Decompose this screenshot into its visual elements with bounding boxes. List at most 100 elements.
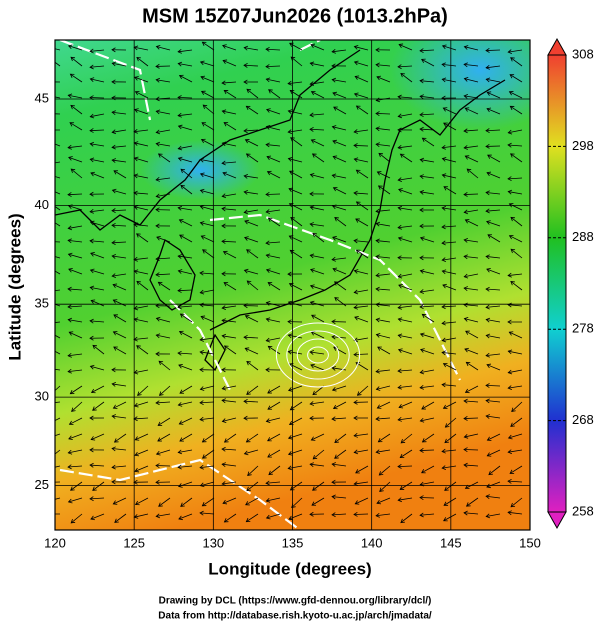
arrowhead: [419, 207, 424, 213]
streamline: [111, 209, 127, 212]
streamline: [312, 233, 325, 243]
arrowhead: [334, 217, 339, 222]
streamline: [244, 237, 259, 243]
arrowhead: [375, 62, 380, 68]
arrowhead: [421, 438, 427, 443]
arrowhead: [89, 268, 95, 274]
streamline: [419, 497, 435, 499]
streamline: [510, 153, 523, 163]
y-tick-label: 45: [35, 90, 49, 105]
streamline: [113, 299, 127, 307]
arrowhead: [155, 479, 160, 485]
streamline: [156, 513, 171, 517]
arrowhead: [375, 47, 380, 53]
arrowhead: [377, 438, 383, 443]
streamline: [267, 385, 281, 394]
arrowhead: [309, 81, 315, 87]
arrowhead: [47, 140, 51, 144]
streamline: [267, 433, 281, 442]
colorbar-scale: [547, 54, 567, 513]
arrowhead: [177, 350, 182, 356]
streamline: [90, 252, 105, 259]
streamline: [288, 433, 303, 439]
arrowhead: [399, 453, 405, 459]
arrowhead: [419, 48, 424, 54]
streamline: [266, 513, 281, 519]
streamline: [112, 415, 127, 419]
streamline: [422, 314, 435, 323]
streamline: [178, 113, 193, 117]
streamline: [266, 497, 281, 502]
arrowhead: [332, 155, 338, 160]
arrowhead: [199, 386, 205, 391]
streamline: [398, 113, 413, 117]
streamline: [486, 209, 501, 212]
streamline: [464, 239, 479, 243]
arrowhead: [511, 407, 516, 413]
streamline: [136, 281, 149, 291]
arrowhead: [200, 138, 206, 144]
arrowhead: [223, 122, 229, 127]
arrowhead: [199, 367, 204, 373]
streamline: [68, 433, 83, 440]
streamline: [202, 433, 215, 443]
streamline: [70, 56, 83, 67]
arrowhead: [463, 510, 468, 516]
streamline: [465, 330, 479, 339]
arrowhead: [312, 390, 318, 396]
streamline: [266, 126, 281, 131]
arrowhead: [355, 469, 360, 474]
streamline: [464, 46, 479, 51]
arrowhead: [112, 299, 118, 304]
arrowhead: [268, 89, 273, 94]
streamline: [334, 217, 347, 227]
arrowhead: [223, 345, 229, 350]
arrowhead: [311, 501, 317, 506]
streamline: [398, 497, 413, 501]
arrowhead: [463, 145, 468, 150]
arrowhead: [244, 347, 250, 352]
streamline: [420, 80, 435, 83]
arrowhead: [463, 77, 469, 82]
streamline: [333, 106, 347, 115]
arrowhead: [463, 462, 468, 468]
arrowhead: [442, 107, 448, 112]
arrowhead: [221, 80, 226, 86]
streamline: [356, 249, 369, 259]
arrowhead: [487, 154, 492, 159]
arrowhead: [201, 501, 207, 507]
streamline: [398, 225, 413, 229]
streamline: [332, 257, 347, 261]
streamline: [354, 93, 369, 99]
streamline: [69, 417, 83, 425]
streamline: [113, 497, 127, 505]
arrowhead: [399, 485, 405, 490]
streamline: [354, 305, 369, 309]
colorbar-extend-top: [547, 37, 567, 56]
streamline: [487, 154, 501, 163]
streamline: [90, 286, 105, 291]
arrowhead: [353, 415, 358, 421]
arrowhead: [177, 49, 182, 54]
arrowhead: [485, 64, 490, 70]
streamline: [288, 129, 303, 133]
arrowhead: [508, 91, 514, 96]
streamline: [420, 385, 435, 389]
streamline: [55, 433, 61, 437]
arrowhead: [463, 45, 469, 50]
arrowhead: [353, 238, 358, 244]
streamline: [134, 369, 149, 374]
streamline: [509, 235, 523, 243]
streamline: [134, 401, 149, 407]
streamline: [90, 365, 105, 371]
arrowhead: [398, 284, 403, 289]
streamline: [376, 334, 391, 339]
streamline: [377, 171, 391, 179]
arrowhead: [441, 224, 446, 230]
arrowhead: [222, 59, 228, 64]
arrowhead: [199, 510, 204, 516]
arrowhead: [89, 285, 95, 291]
streamline: [246, 249, 259, 259]
arrowhead: [465, 330, 470, 335]
arrowhead: [177, 254, 182, 259]
